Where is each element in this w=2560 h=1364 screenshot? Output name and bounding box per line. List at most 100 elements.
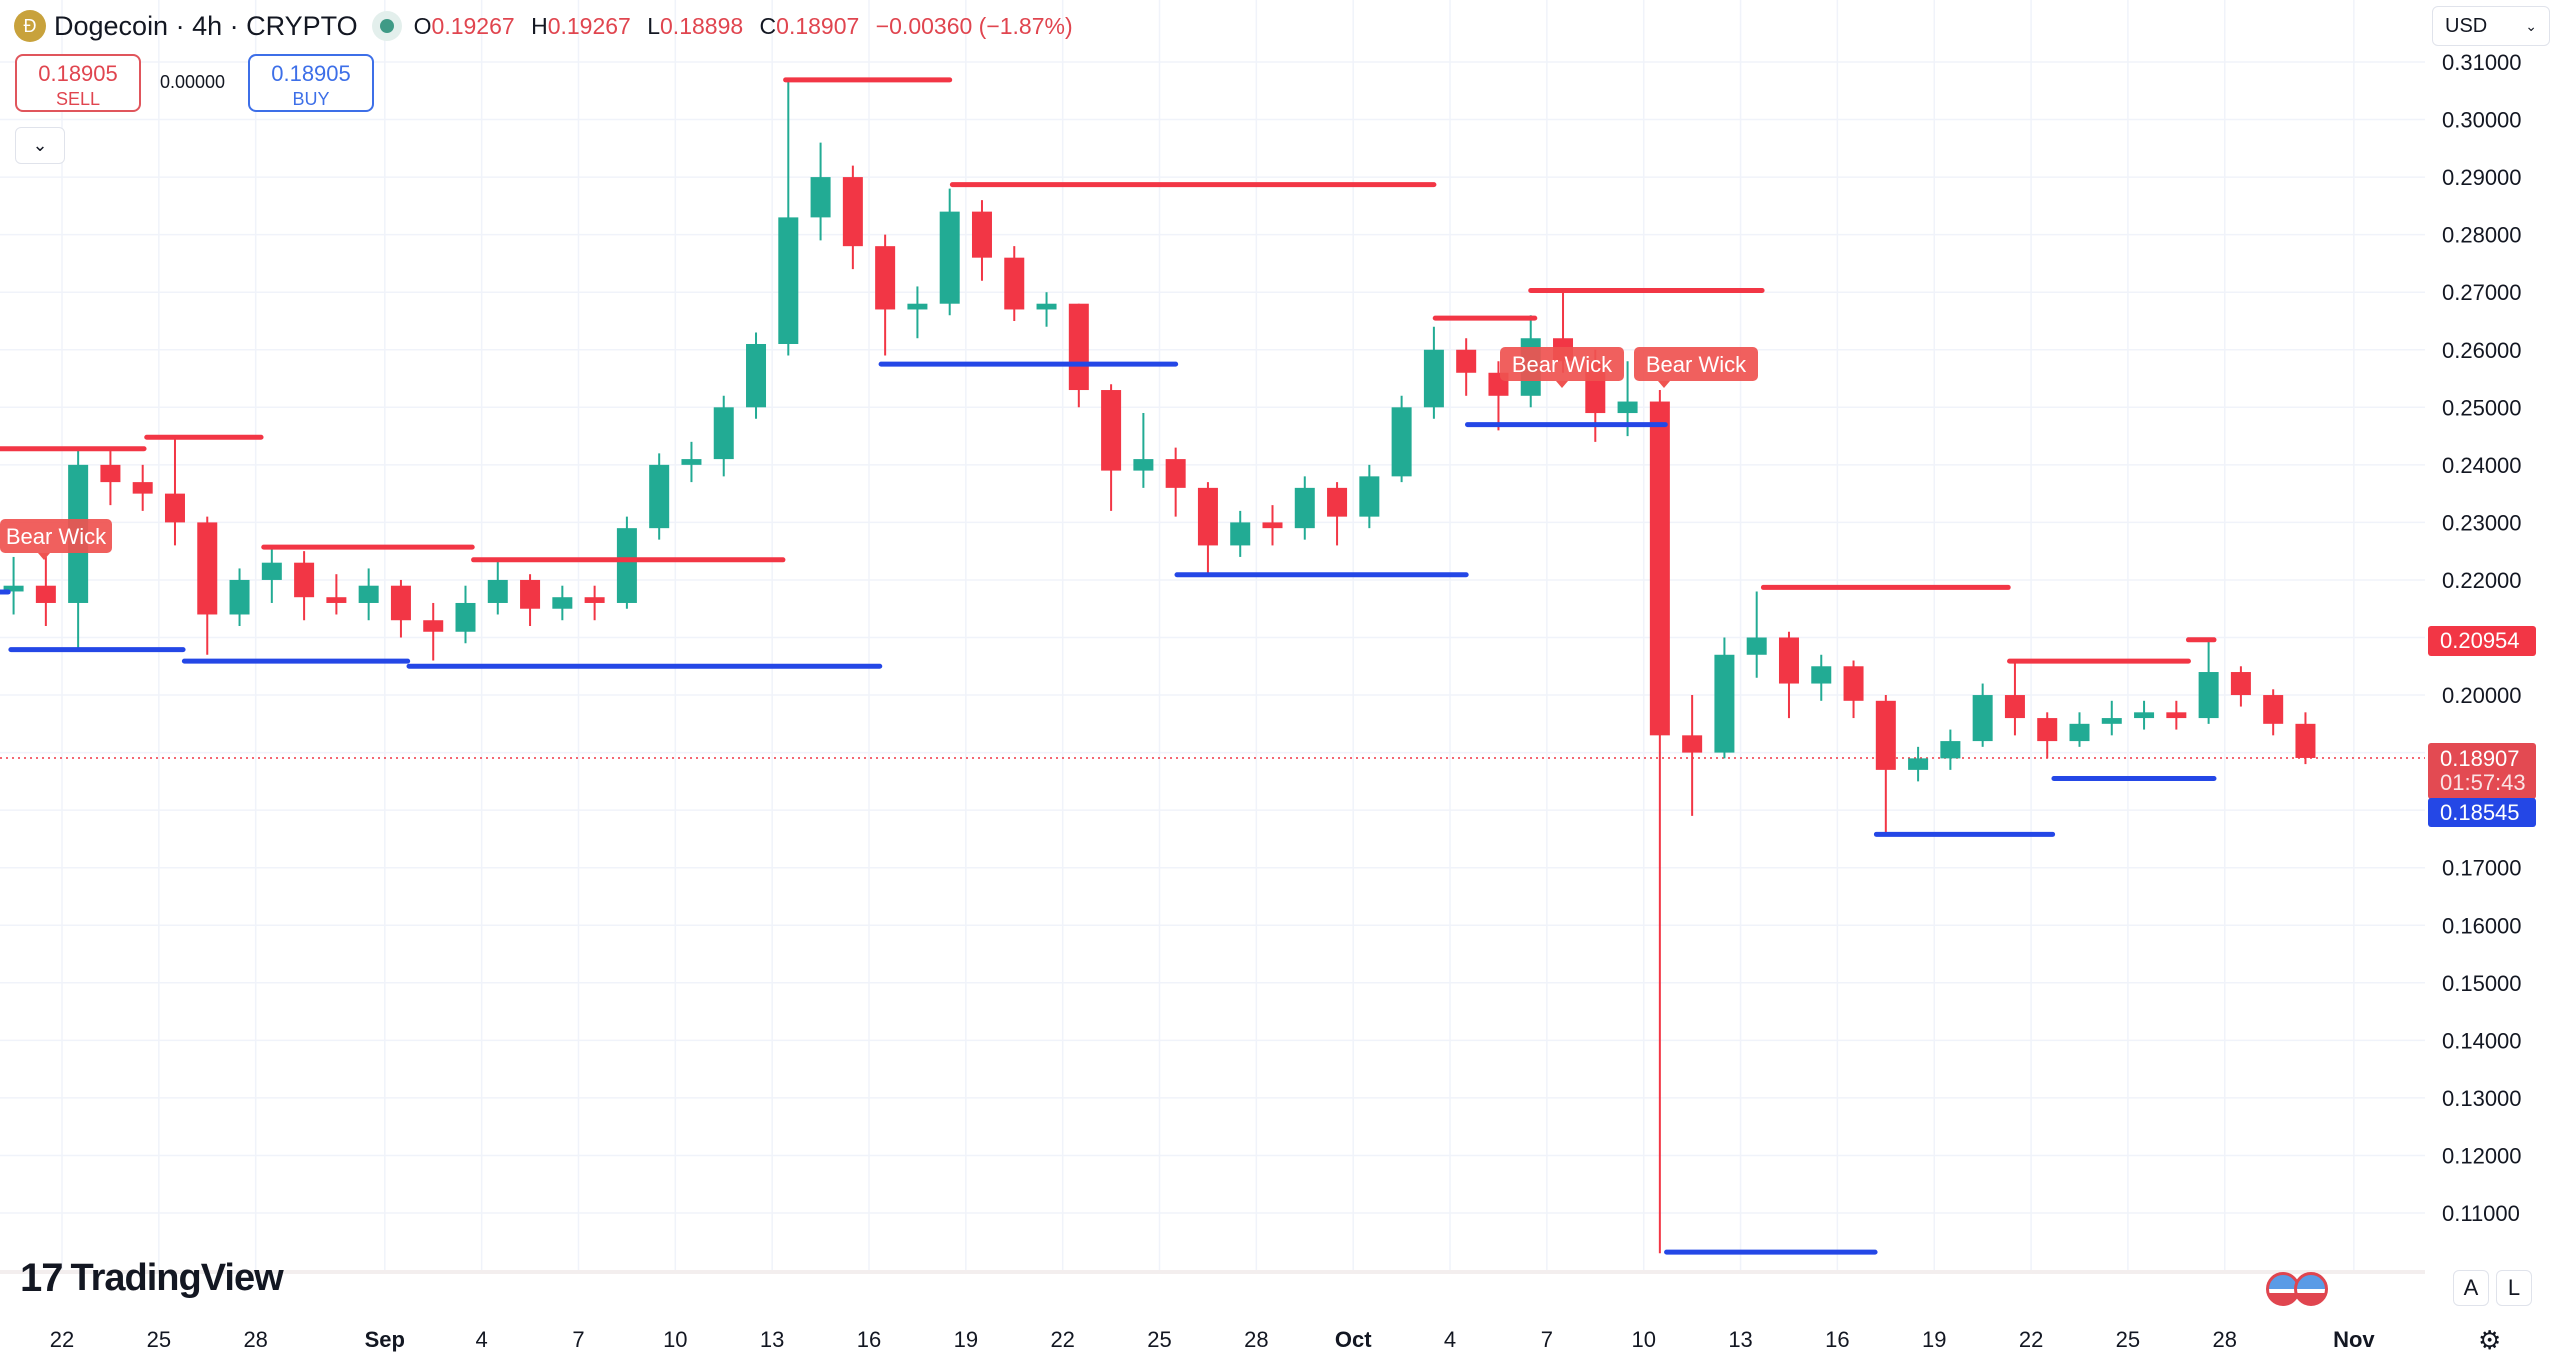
currency-value: USD — [2445, 14, 2488, 37]
time-axis-label: 22 — [1050, 1327, 1074, 1352]
candle-body — [616, 528, 637, 603]
time-axis-label: 10 — [1631, 1327, 1655, 1352]
candle — [1165, 447, 1186, 517]
candle-body — [358, 585, 379, 603]
high-label: H — [531, 12, 548, 39]
candle-body — [584, 597, 605, 603]
candle — [1262, 505, 1283, 546]
economic-events[interactable] — [2266, 1272, 2328, 1306]
last-price-badge: 0.18907 01:57:43 — [2428, 743, 2536, 799]
candle — [2069, 712, 2090, 747]
candle — [423, 602, 444, 661]
price-axis-label: 0.22000 — [2442, 568, 2522, 593]
time-axis-label: 19 — [954, 1327, 978, 1352]
time-axis-label: Oct — [1335, 1327, 1372, 1352]
candle — [229, 568, 250, 626]
settings-gear-icon[interactable]: ⚙ — [2478, 1325, 2502, 1355]
time-axis-label: Nov — [2333, 1327, 2375, 1352]
tradingview-logo[interactable]: 17 TradingView — [20, 1256, 284, 1301]
candle — [681, 441, 702, 483]
candle-body — [746, 343, 767, 408]
price-axis-label: 0.23000 — [2442, 510, 2522, 535]
candle — [2004, 661, 2025, 736]
log-scale-button[interactable]: L — [2496, 1270, 2532, 1306]
support-price-badge: 0.18545 — [2428, 798, 2536, 827]
market-status-icon[interactable] — [371, 11, 402, 41]
candle — [2198, 639, 2219, 724]
candle-body — [1294, 487, 1315, 529]
candle-body — [842, 177, 863, 247]
bear-wick-label: Bear Wick — [1634, 347, 1758, 388]
chevron-down-icon: ⌄ — [32, 135, 48, 155]
candle-body — [100, 464, 121, 483]
currency-select[interactable]: USD ⌄ — [2432, 6, 2550, 46]
price-axis-label: 0.29000 — [2442, 165, 2522, 190]
candle-body — [1649, 401, 1670, 736]
candle-body — [713, 407, 734, 460]
candle — [520, 574, 541, 626]
candle — [584, 585, 605, 621]
label-box — [0, 519, 112, 553]
candle — [875, 234, 896, 356]
candle-body — [939, 211, 960, 304]
price-axis-label: 0.20000 — [2442, 683, 2522, 708]
time-axis-label: 25 — [147, 1327, 171, 1352]
candle — [1101, 384, 1122, 511]
bear-wick-text: Bear Wick — [1646, 352, 1747, 377]
sell-button[interactable]: 0.18905 SELL — [15, 54, 141, 112]
candle-body — [1456, 349, 1477, 373]
time-axis-label: 7 — [1541, 1327, 1553, 1352]
candle — [552, 585, 573, 621]
candle-body — [1423, 349, 1444, 408]
candle-body — [1391, 407, 1412, 477]
candle — [197, 516, 218, 655]
candle — [294, 551, 315, 621]
candle — [2230, 666, 2251, 707]
us-flag-icon[interactable] — [2294, 1272, 2328, 1306]
candle-body — [971, 211, 992, 258]
candle — [2134, 700, 2155, 730]
ohlc-values: O0.19267 H0.19267 L0.18898 C0.18907 −0.0… — [414, 13, 1083, 40]
candle-body — [2134, 712, 2155, 719]
candle-body — [326, 597, 347, 603]
candle-body — [1359, 476, 1380, 517]
candle — [939, 188, 960, 316]
candle — [1682, 695, 1703, 816]
candle-body — [552, 597, 573, 609]
candle — [1423, 326, 1444, 419]
candle — [746, 332, 767, 419]
candle-body — [1811, 666, 1832, 684]
candle-body — [197, 522, 218, 615]
candle — [1811, 654, 1832, 701]
time-axis-label: 28 — [1244, 1327, 1268, 1352]
bear-wick-label: Bear Wick — [1500, 347, 1624, 388]
buy-button[interactable]: 0.18905 BUY — [248, 54, 374, 112]
candle — [390, 579, 411, 638]
candle-body — [2230, 672, 2251, 696]
price-axis-label: 0.12000 — [2442, 1143, 2522, 1168]
price-axis-label: 0.26000 — [2442, 338, 2522, 363]
price-axis-label: 0.15000 — [2442, 971, 2522, 996]
candle — [1778, 631, 1799, 719]
candle — [1327, 482, 1348, 546]
candle — [2166, 700, 2187, 730]
label-box — [1634, 347, 1758, 381]
candle-body — [1197, 487, 1218, 546]
candle-body — [2295, 723, 2316, 758]
candle — [1004, 246, 1025, 321]
candle-body — [2198, 672, 2219, 719]
candle — [778, 79, 799, 356]
auto-scale-button[interactable]: A — [2453, 1270, 2489, 1306]
collapse-legend-button[interactable]: ⌄ — [15, 127, 65, 164]
open-value: 0.19267 — [431, 12, 515, 39]
candle-body — [1068, 303, 1089, 391]
dogecoin-logo-icon: Ð — [14, 10, 46, 42]
candle-body — [1714, 654, 1735, 753]
sell-price: 0.18905 — [38, 61, 118, 86]
symbol-title[interactable]: Dogecoin · 4h · CRYPTO — [54, 10, 358, 41]
candle — [1036, 292, 1057, 327]
low-label: L — [647, 12, 661, 39]
candle — [616, 516, 637, 609]
high-value: 0.19267 — [547, 12, 631, 39]
